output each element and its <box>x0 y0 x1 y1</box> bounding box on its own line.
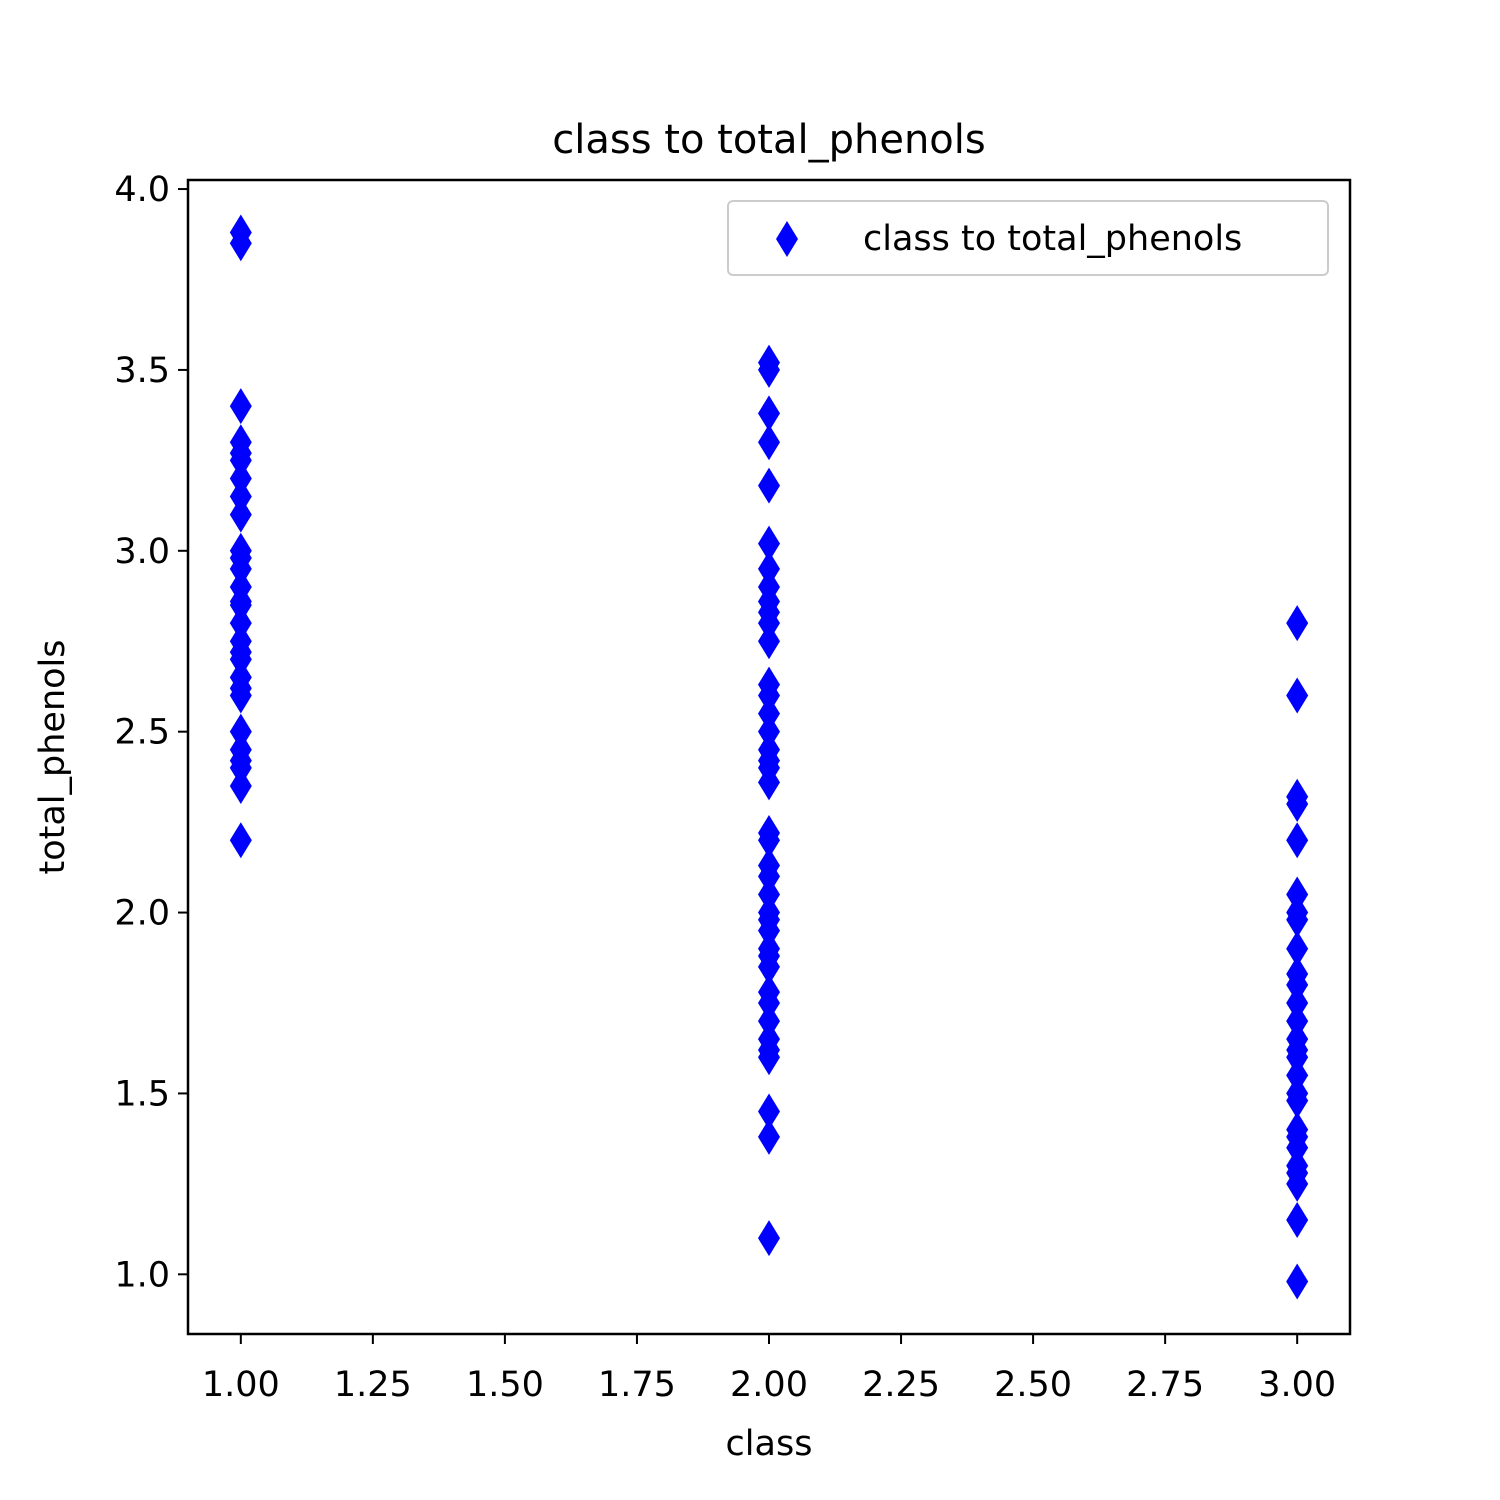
x-tick-label: 3.00 <box>1258 1365 1336 1405</box>
data-point <box>229 641 252 678</box>
data-point <box>758 1093 780 1130</box>
data-point <box>229 550 252 587</box>
data-point <box>758 424 780 461</box>
data-point <box>758 1220 780 1257</box>
data-point <box>1286 930 1309 967</box>
data-point <box>229 767 252 804</box>
data-point <box>1286 1003 1309 1040</box>
legend-box <box>727 200 1329 276</box>
data-point <box>1286 1263 1309 1300</box>
plot-area <box>229 214 1309 1300</box>
data-point <box>758 822 780 859</box>
x-tick-label: 1.50 <box>466 1365 544 1405</box>
data-point <box>758 605 780 642</box>
y-tick-label: 3.5 <box>114 351 170 391</box>
y-tick-label: 4.0 <box>114 170 170 210</box>
data-point <box>758 858 780 895</box>
data-point <box>758 395 780 432</box>
data-point <box>758 1039 780 1076</box>
data-point <box>229 677 252 714</box>
x-tick-label: 2.50 <box>994 1365 1072 1405</box>
data-point <box>229 749 252 786</box>
data-point <box>758 677 780 714</box>
data-point <box>229 478 252 515</box>
data-point <box>1286 605 1309 642</box>
x-tick-label: 2.25 <box>862 1365 940 1405</box>
x-tick-label: 2.75 <box>1126 1365 1204 1405</box>
data-point <box>758 550 780 587</box>
data-point <box>1286 1165 1309 1202</box>
data-point <box>1286 1039 1309 1076</box>
y-tick-label: 1.5 <box>114 1074 170 1114</box>
data-point <box>229 587 252 624</box>
data-point <box>758 984 780 1021</box>
x-tick-label: 1.25 <box>334 1365 412 1405</box>
x-tick-label: 1.75 <box>598 1365 676 1405</box>
data-point <box>229 460 252 497</box>
y-tick-label: 1.0 <box>114 1255 170 1295</box>
legend: class to total_phenols <box>727 200 1329 276</box>
data-point <box>758 623 780 660</box>
data-point <box>229 713 252 750</box>
data-point <box>229 225 252 262</box>
data-point <box>229 496 252 533</box>
data-point <box>758 1118 780 1155</box>
x-axis-label: class <box>726 1424 813 1464</box>
data-point <box>758 713 780 750</box>
data-point <box>1286 1202 1309 1239</box>
data-point <box>758 1003 780 1040</box>
data-point <box>758 876 780 913</box>
chart-title: class to total_phenols <box>552 117 985 163</box>
data-point <box>1286 786 1309 823</box>
data-point <box>758 525 780 562</box>
data-point <box>758 695 780 732</box>
data-point <box>229 605 252 642</box>
y-tick-label: 2.5 <box>114 713 170 753</box>
data-point <box>229 822 252 859</box>
x-tick-label: 2.00 <box>730 1365 808 1405</box>
data-point <box>1286 966 1309 1003</box>
data-point <box>1286 984 1309 1021</box>
data-point <box>758 467 780 504</box>
data-point <box>1286 1082 1309 1119</box>
y-tick-label: 2.0 <box>114 894 170 934</box>
data-point <box>1286 1057 1309 1094</box>
data-point <box>758 351 780 388</box>
data-point <box>758 948 780 985</box>
data-point <box>1286 677 1309 714</box>
legend-marker <box>776 221 798 257</box>
data-point <box>758 912 780 949</box>
x-tick-label: 1.00 <box>202 1365 280 1405</box>
data-point <box>1286 822 1309 859</box>
legend-label: class to total_phenols <box>863 219 1242 259</box>
data-point <box>1286 876 1309 913</box>
data-point <box>229 442 252 479</box>
y-axis-label: total_phenols <box>33 639 73 874</box>
data-point <box>1286 1129 1309 1166</box>
data-point <box>1286 901 1309 938</box>
data-point <box>758 764 780 801</box>
data-point <box>229 388 252 425</box>
y-tick-label: 3.0 <box>114 532 170 572</box>
